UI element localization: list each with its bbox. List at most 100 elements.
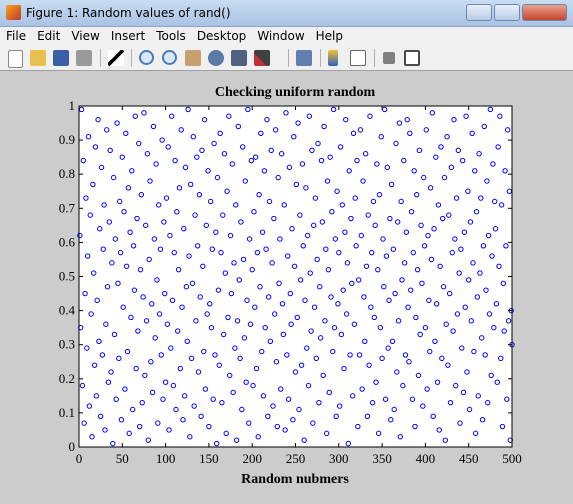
data-point <box>264 116 270 123</box>
pointer-button[interactable] <box>108 50 124 66</box>
data-point <box>390 246 397 252</box>
data-point <box>324 178 331 184</box>
colorbar-button[interactable] <box>328 50 338 66</box>
data-point <box>175 266 182 273</box>
data-point <box>297 212 303 218</box>
menu-item[interactable]: View <box>71 29 100 43</box>
data-point <box>323 246 329 252</box>
data-point <box>123 263 130 269</box>
minimize-button[interactable] <box>466 4 492 21</box>
open-button[interactable] <box>30 50 46 66</box>
zoom-in-button[interactable] <box>139 50 154 65</box>
data-point <box>110 440 116 447</box>
data-point <box>495 144 501 150</box>
menu-item[interactable]: Help <box>315 29 343 43</box>
data-point <box>340 287 346 293</box>
data-point <box>469 130 475 136</box>
new-button[interactable] <box>8 50 23 68</box>
data-point <box>97 226 103 232</box>
data-point <box>466 277 472 283</box>
data-point <box>124 348 131 355</box>
data-point <box>222 270 229 276</box>
data-point <box>364 413 371 420</box>
data-point <box>246 236 253 242</box>
window-title: Figure 1: Random values of rand() <box>26 6 231 20</box>
data-point <box>322 318 328 324</box>
menu-item[interactable]: Window <box>257 29 305 43</box>
data-point <box>331 324 338 331</box>
legend-button[interactable] <box>350 50 366 66</box>
data-point <box>362 151 369 157</box>
menu-item[interactable]: Tools <box>156 29 186 43</box>
data-point <box>256 191 262 198</box>
data-point <box>104 127 110 133</box>
x-tick-label: 150 <box>199 451 219 466</box>
data-point <box>226 113 232 119</box>
pan-button[interactable] <box>185 50 201 66</box>
data-point <box>198 413 204 420</box>
data-point <box>241 335 248 341</box>
data-point <box>134 215 140 222</box>
data-point <box>262 324 268 331</box>
data-point <box>470 260 476 266</box>
menu-item[interactable]: Insert <box>110 29 146 43</box>
y-tick-label: 1 <box>69 98 76 113</box>
close-button[interactable] <box>522 4 567 21</box>
data-point <box>341 365 347 372</box>
data-point <box>493 301 500 307</box>
data-point <box>391 406 397 413</box>
data-point <box>106 219 113 225</box>
data-point <box>195 369 202 375</box>
data-point <box>265 413 271 420</box>
data-point <box>349 393 356 399</box>
data-point <box>92 144 99 150</box>
data-point <box>218 249 224 256</box>
data-point <box>456 270 462 276</box>
data-point <box>79 382 86 389</box>
data-point <box>478 195 484 201</box>
data-point <box>93 393 100 399</box>
data-point <box>478 335 485 341</box>
zoom-out-button[interactable] <box>162 50 177 65</box>
data-point <box>273 359 280 365</box>
show-tools-button[interactable] <box>404 50 420 66</box>
brush-button[interactable] <box>254 50 270 66</box>
data-point <box>206 423 212 430</box>
hide-tools-button[interactable] <box>383 52 395 64</box>
data-point <box>383 253 390 259</box>
data-point <box>190 133 197 140</box>
data-point <box>335 301 341 307</box>
data-point <box>226 372 233 379</box>
data-point <box>481 123 487 130</box>
data-point <box>440 215 446 222</box>
data-point <box>428 256 435 263</box>
data-point <box>295 120 301 126</box>
save-button[interactable] <box>53 50 69 66</box>
link-button[interactable] <box>296 50 312 66</box>
rotate-button[interactable] <box>208 50 224 66</box>
x-tick-label: 100 <box>156 451 176 466</box>
maximize-button[interactable] <box>494 4 520 21</box>
data-point <box>162 290 168 297</box>
data-point <box>196 191 203 198</box>
data-point <box>247 321 254 327</box>
data-point <box>363 263 370 269</box>
data-point <box>299 161 306 167</box>
data-point <box>118 417 125 423</box>
data-point <box>84 345 90 351</box>
menu-item[interactable]: Edit <box>37 29 61 43</box>
data-point <box>318 157 325 164</box>
data-point <box>371 314 378 321</box>
data-point <box>401 260 408 266</box>
data-point <box>224 188 230 194</box>
data-point <box>496 263 502 269</box>
menu-item[interactable]: Desktop <box>196 29 247 43</box>
data-point <box>155 420 161 426</box>
data-point <box>272 311 278 317</box>
data-cursor-button[interactable] <box>231 50 247 66</box>
menu-item[interactable]: File <box>6 29 27 43</box>
print-button[interactable] <box>76 50 92 66</box>
data-point <box>346 168 352 174</box>
data-point <box>288 321 294 327</box>
